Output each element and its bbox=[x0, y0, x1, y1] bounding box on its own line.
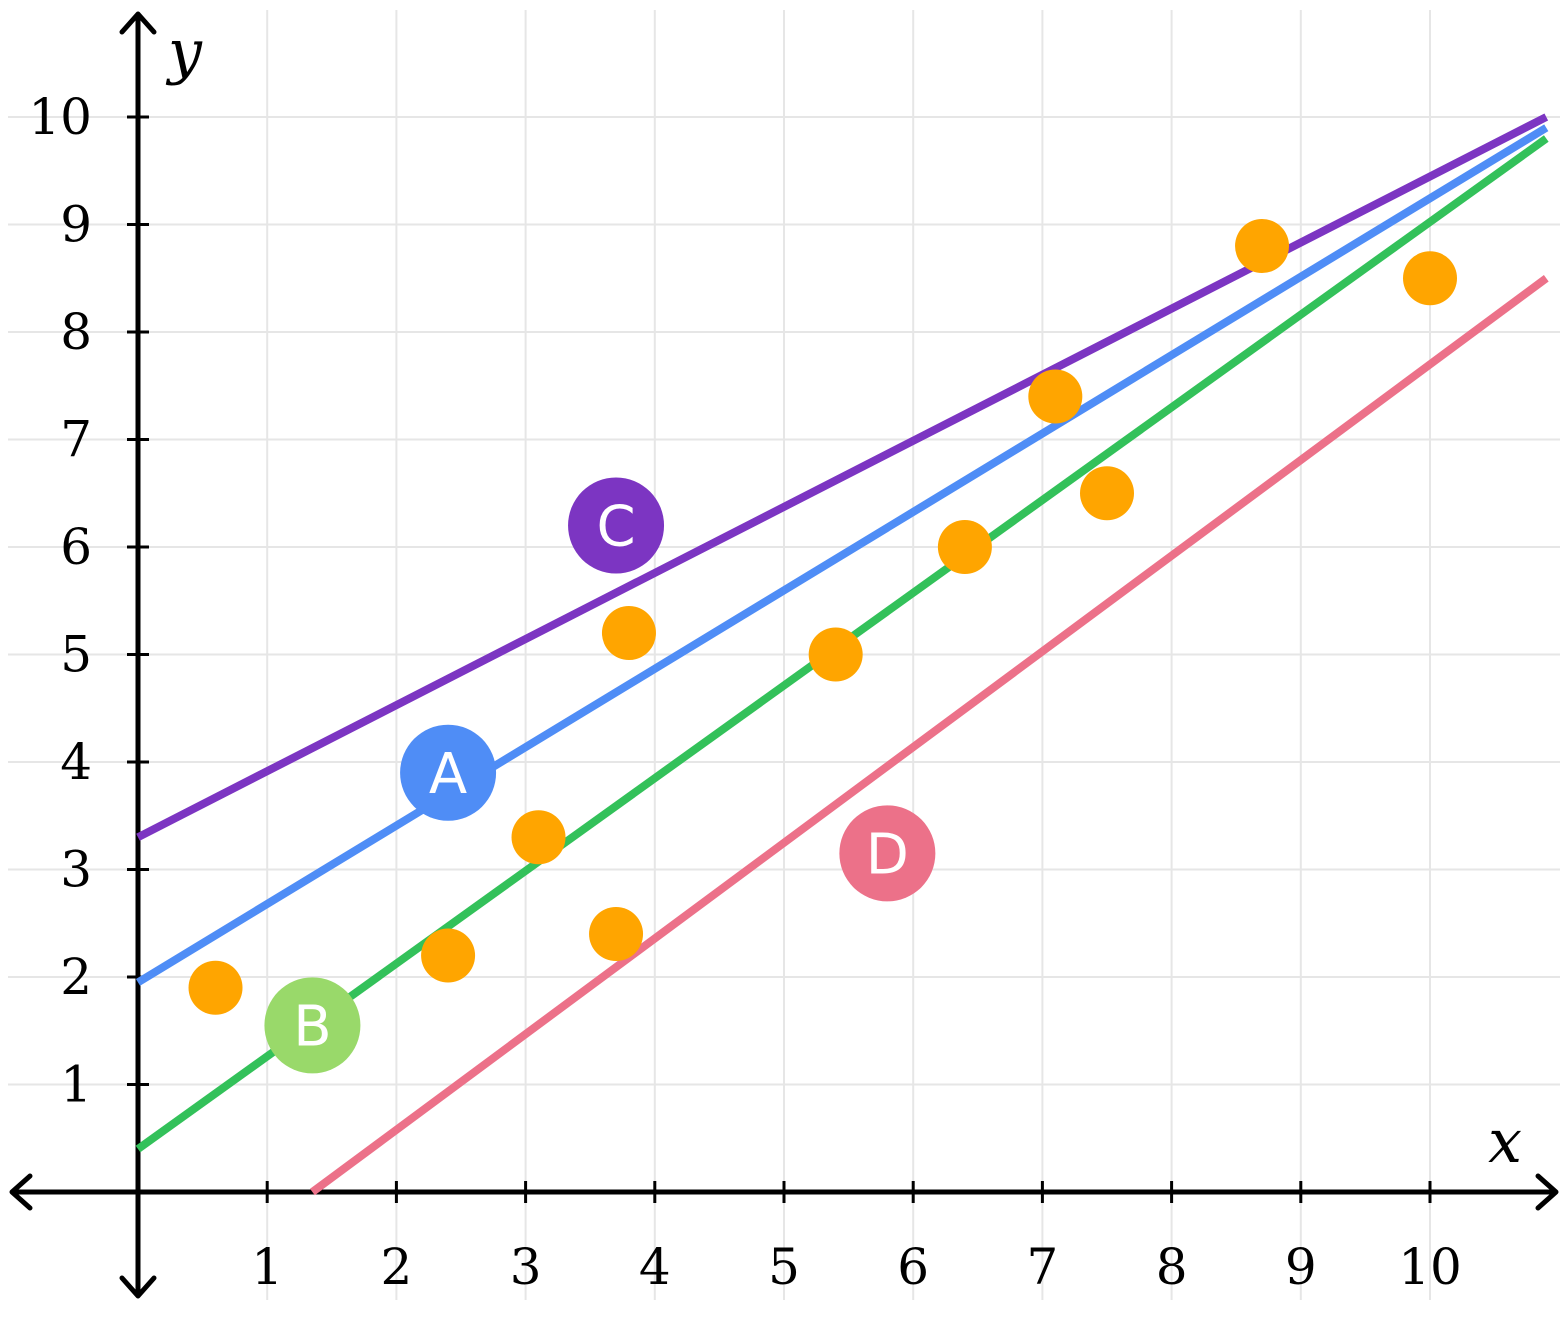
y-tick-label: 9 bbox=[60, 196, 92, 254]
y-tick-label: 2 bbox=[60, 948, 92, 1006]
line-label-badge bbox=[568, 477, 665, 574]
data-point bbox=[1028, 369, 1083, 424]
y-axis-top-arrow bbox=[119, 11, 157, 35]
line-label-badge bbox=[839, 805, 936, 902]
x-tick-label: 3 bbox=[510, 1238, 542, 1296]
data-point bbox=[188, 960, 243, 1015]
grid bbox=[8, 10, 1560, 1300]
y-axis-label: y bbox=[165, 17, 203, 87]
y-tick-label: 6 bbox=[60, 518, 92, 576]
tick-labels: 1 2 3 4 5 6 7 8 9 10 1 2 3 4 5 6 7 8 9 10 bbox=[28, 88, 1461, 1296]
y-tick-label: 3 bbox=[60, 841, 92, 899]
x-axis-left-arrow bbox=[9, 1173, 33, 1211]
y-tick-label: 10 bbox=[28, 88, 92, 146]
line-label-c: C bbox=[568, 477, 665, 574]
line-label-a: A bbox=[400, 724, 497, 821]
y-tick-label: 5 bbox=[60, 626, 92, 684]
data-point bbox=[808, 627, 863, 682]
line-label-d: D bbox=[839, 805, 936, 902]
x-tick-label: 5 bbox=[768, 1238, 800, 1296]
y-tick-label: 4 bbox=[60, 733, 92, 791]
x-tick-label: 10 bbox=[1398, 1238, 1462, 1296]
x-tick-label: 4 bbox=[639, 1238, 671, 1296]
data-point bbox=[511, 810, 566, 865]
data-point bbox=[937, 520, 992, 574]
x-tick-label: 9 bbox=[1285, 1238, 1317, 1296]
data-point bbox=[1080, 466, 1134, 521]
data-point bbox=[601, 606, 656, 660]
data-point bbox=[1235, 219, 1290, 273]
data-points bbox=[188, 219, 1457, 1015]
x-axis-right-arrow bbox=[1535, 1173, 1559, 1211]
line-label-badge bbox=[264, 977, 361, 1074]
line-label-text: D bbox=[866, 822, 909, 887]
line-d bbox=[310, 275, 1549, 1196]
x-axis-label: x bbox=[1488, 1107, 1522, 1177]
data-point bbox=[1403, 251, 1457, 306]
y-tick-label: 8 bbox=[60, 303, 92, 361]
data-point bbox=[421, 928, 476, 983]
line-labels: A B C D bbox=[264, 477, 936, 1074]
x-tick-label: 2 bbox=[380, 1238, 412, 1296]
axes: x y bbox=[9, 11, 1559, 1299]
y-tick-label: 7 bbox=[60, 411, 92, 469]
x-tick-label: 6 bbox=[897, 1238, 929, 1296]
line-label-badge bbox=[400, 724, 497, 821]
line-label-text: C bbox=[596, 495, 635, 560]
y-tick-label: 1 bbox=[60, 1056, 92, 1114]
x-tick-label: 1 bbox=[251, 1238, 283, 1296]
line-c bbox=[136, 113, 1549, 841]
line-label-text: B bbox=[293, 994, 331, 1059]
data-point bbox=[589, 907, 644, 961]
line-a bbox=[135, 124, 1549, 986]
line-label-text: A bbox=[429, 742, 467, 807]
x-tick-label: 7 bbox=[1026, 1238, 1058, 1296]
y-axis-bottom-arrow bbox=[119, 1275, 157, 1299]
line-label-b: B bbox=[264, 977, 361, 1074]
x-tick-label: 8 bbox=[1156, 1238, 1188, 1296]
